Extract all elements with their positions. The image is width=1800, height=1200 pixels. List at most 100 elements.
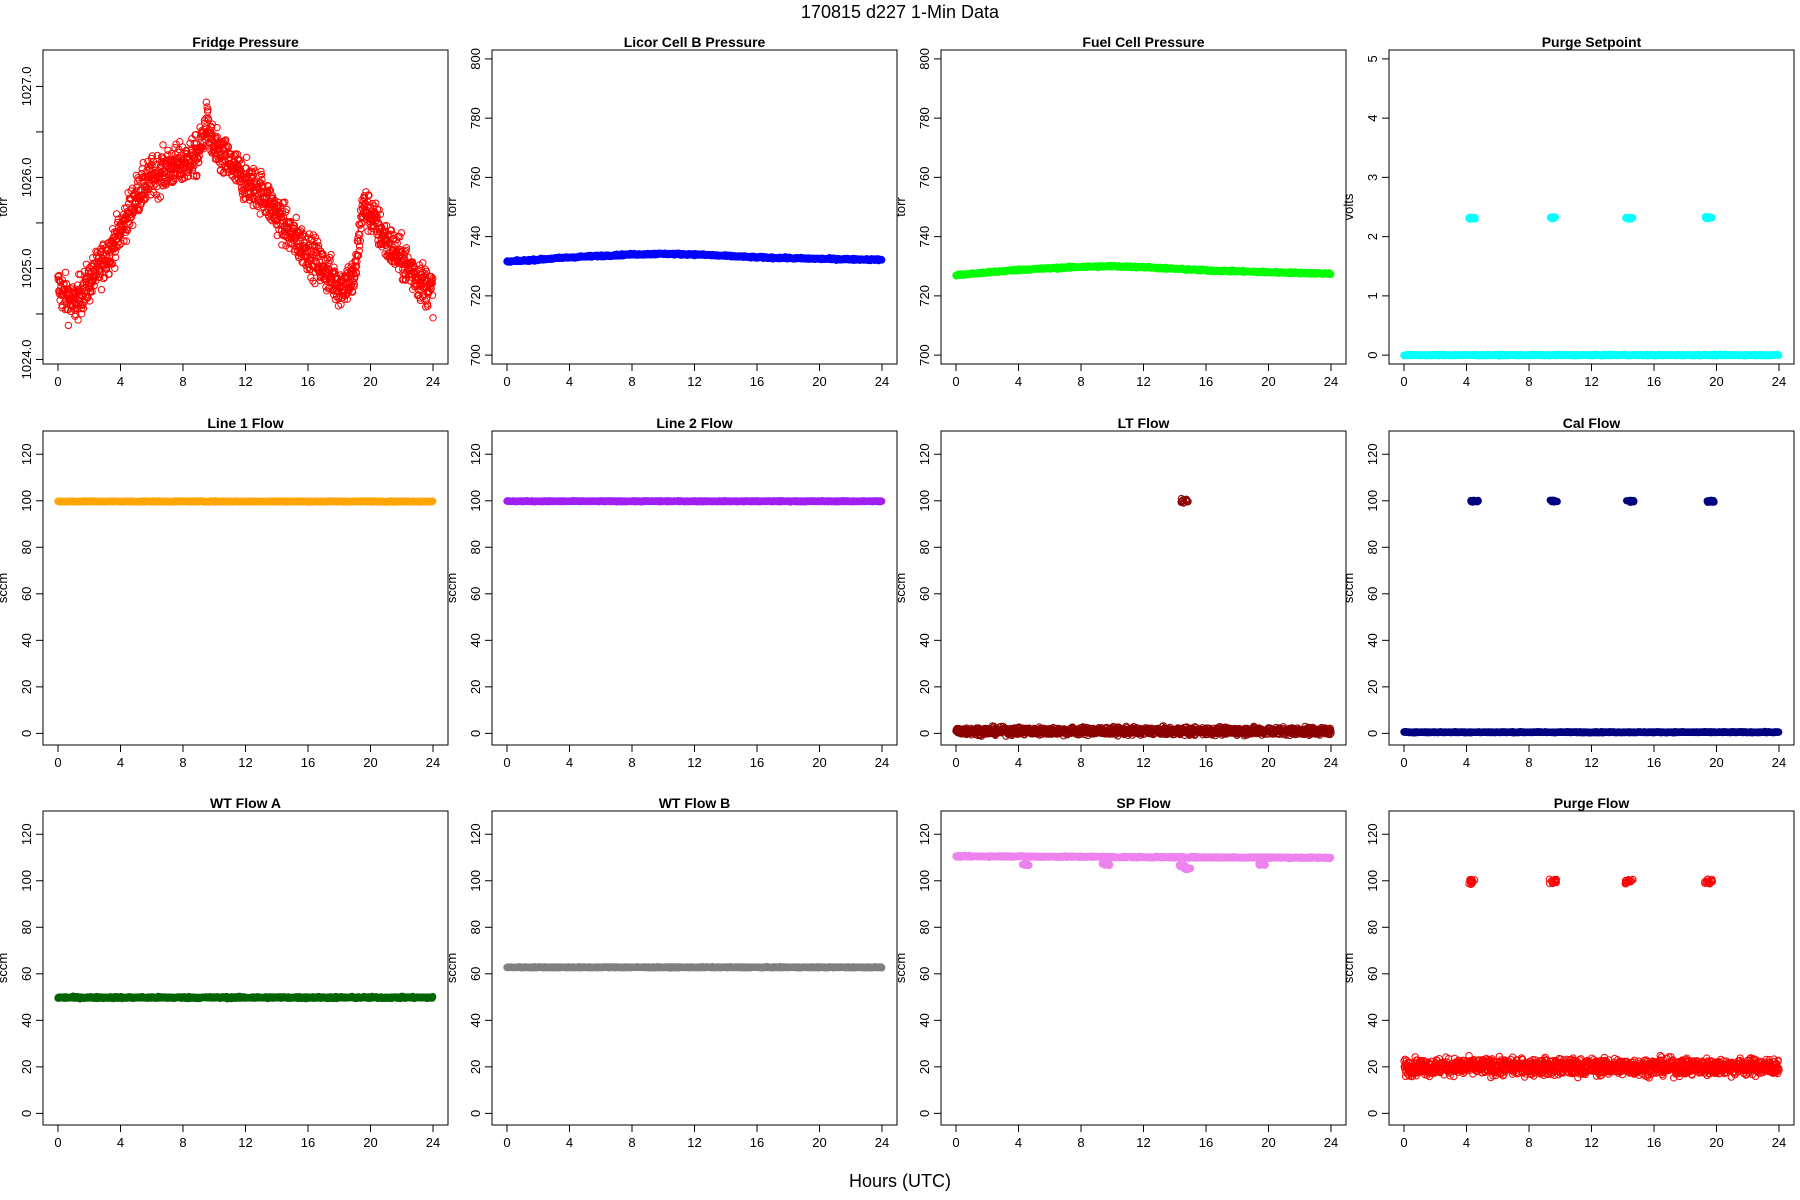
data-point bbox=[64, 321, 73, 330]
y-tick-label: 1 bbox=[1365, 292, 1380, 299]
data-point bbox=[256, 172, 264, 180]
data-point bbox=[252, 179, 261, 187]
x-tick-label: 0 bbox=[503, 374, 510, 389]
y-tick-label: 0 bbox=[468, 730, 483, 737]
data-point bbox=[1548, 214, 1556, 222]
data-point bbox=[429, 314, 437, 322]
data-point bbox=[154, 195, 162, 203]
y-axis-label: sccm bbox=[444, 573, 459, 603]
plot-frame bbox=[42, 430, 449, 746]
x-tick-label: 12 bbox=[1584, 374, 1598, 389]
data-point bbox=[185, 165, 194, 174]
y-tick-label: 60 bbox=[19, 587, 34, 601]
data-point bbox=[129, 221, 137, 229]
x-tick-label: 12 bbox=[687, 374, 701, 389]
data-point bbox=[257, 170, 266, 179]
plot-frame bbox=[940, 49, 1347, 365]
y-tick-label: 1027.0 bbox=[19, 67, 34, 107]
y-tick-label: 40 bbox=[468, 633, 483, 647]
x-tick-label: 0 bbox=[54, 374, 61, 389]
data-point bbox=[221, 137, 229, 145]
plot-frame bbox=[491, 430, 898, 746]
y-axis-label: torr bbox=[444, 197, 459, 217]
y-tick-label: 1024.0 bbox=[19, 340, 34, 380]
data-point bbox=[192, 139, 201, 147]
x-tick-label: 8 bbox=[628, 755, 635, 770]
data-point bbox=[139, 158, 147, 167]
x-tick-label: 16 bbox=[301, 374, 315, 389]
data-point bbox=[135, 205, 144, 214]
data-point bbox=[249, 201, 257, 210]
data-point bbox=[1622, 214, 1630, 223]
data-point bbox=[152, 191, 161, 199]
x-tick-label: 0 bbox=[952, 374, 959, 389]
data-point bbox=[164, 151, 172, 159]
y-tick-label: 120 bbox=[468, 443, 483, 465]
x-tick-label: 20 bbox=[363, 374, 377, 389]
y-tick-label: 0 bbox=[1365, 351, 1380, 358]
data-point bbox=[204, 138, 213, 147]
data-point bbox=[878, 256, 886, 264]
data-point bbox=[77, 304, 85, 313]
x-tick-label: 0 bbox=[1400, 374, 1407, 389]
data-point bbox=[254, 202, 262, 211]
data-point bbox=[102, 258, 110, 266]
data-point bbox=[213, 133, 221, 141]
y-tick-label: 80 bbox=[19, 540, 34, 554]
data-point bbox=[202, 98, 211, 106]
y-tick-label: 760 bbox=[917, 167, 932, 189]
data-point bbox=[193, 171, 201, 180]
plot-frame bbox=[491, 49, 898, 365]
y-axis-label: volts bbox=[1341, 193, 1356, 220]
data-point bbox=[204, 116, 213, 124]
y-tick-label: 40 bbox=[19, 633, 34, 647]
data-point bbox=[105, 270, 113, 278]
data-point bbox=[241, 194, 250, 203]
data-point bbox=[189, 172, 198, 180]
x-tick-label: 20 bbox=[812, 755, 826, 770]
x-tick-label: 8 bbox=[179, 374, 186, 389]
y-tick-label: 20 bbox=[468, 680, 483, 694]
data-point bbox=[127, 213, 136, 222]
y-tick-label: 740 bbox=[468, 226, 483, 248]
panel-title: Line 1 Flow bbox=[207, 415, 283, 431]
data-point bbox=[1775, 351, 1783, 359]
y-tick-label: 5 bbox=[1365, 55, 1380, 62]
data-point bbox=[60, 280, 68, 288]
plot-frame bbox=[1388, 49, 1795, 365]
data-point bbox=[74, 316, 82, 324]
data-point bbox=[111, 232, 120, 240]
data-point bbox=[292, 213, 300, 222]
x-tick-label: 8 bbox=[1525, 374, 1532, 389]
y-axis-label: torr bbox=[0, 197, 10, 217]
x-tick-label: 4 bbox=[1463, 374, 1470, 389]
y-tick-label: 780 bbox=[917, 107, 932, 129]
x-tick-label: 8 bbox=[179, 755, 186, 770]
x-tick-label: 16 bbox=[1647, 374, 1661, 389]
y-tick-label: 20 bbox=[19, 680, 34, 694]
data-point bbox=[1327, 270, 1335, 278]
data-point bbox=[1704, 214, 1712, 222]
data-point bbox=[257, 167, 265, 176]
x-tick-label: 12 bbox=[238, 755, 252, 770]
data-point bbox=[238, 159, 246, 168]
y-axis-label: torr bbox=[893, 197, 908, 217]
y-tick-label: 800 bbox=[468, 48, 483, 70]
data-point bbox=[236, 156, 244, 164]
data-point bbox=[200, 116, 209, 124]
x-tick-label: 24 bbox=[426, 755, 440, 770]
data-point bbox=[116, 241, 124, 249]
data-point bbox=[429, 497, 437, 505]
y-tick-label: 760 bbox=[468, 167, 483, 189]
data-point bbox=[111, 253, 120, 261]
x-tick-label: 20 bbox=[363, 755, 377, 770]
data-point bbox=[206, 134, 215, 143]
data-point bbox=[243, 153, 251, 162]
x-tick-label: 20 bbox=[1709, 374, 1723, 389]
y-tick-label: 740 bbox=[917, 226, 932, 248]
data-point bbox=[108, 260, 117, 268]
data-point bbox=[238, 187, 246, 196]
data-point bbox=[148, 161, 156, 170]
data-point bbox=[148, 152, 157, 160]
